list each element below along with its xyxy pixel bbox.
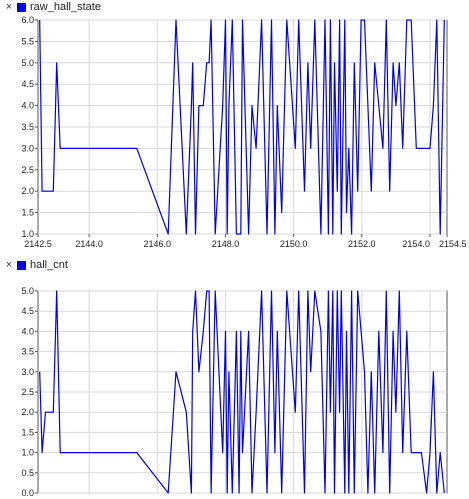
x-tick-label: 2142.5 (24, 239, 52, 249)
y-tick-label: 5.0 (21, 286, 34, 296)
y-tick-label: 3.0 (21, 367, 34, 377)
y-tick-label: 5.5 (21, 36, 34, 46)
legend-hall-cnt: × hall_cnt (4, 258, 68, 272)
x-tick-label: 2148.0 (212, 239, 240, 249)
series-line (39, 19, 445, 235)
y-tick-label: 3.5 (21, 122, 34, 132)
y-tick-label: 1.5 (21, 208, 34, 218)
y-tick-label: 1.5 (21, 427, 34, 437)
x-tick-label: 2154.0 (402, 239, 430, 249)
x-tick-label: 2152.0 (348, 239, 376, 249)
y-tick-label: 2.5 (21, 165, 34, 175)
close-icon[interactable]: × (5, 1, 13, 13)
x-tick-label: 2146.0 (144, 239, 172, 249)
y-tick-label: 1.0 (21, 229, 34, 239)
raw-hall-state-chart: 1.0 1.5 2.0 2.5 3.0 3.5 4.0 4.5 5.0 5.5 6.0 2142.5 2… (21, 15, 467, 249)
y-tick-label: 4.0 (21, 326, 34, 336)
legend-raw-hall-state: × raw_hall_state (4, 0, 101, 14)
y-tick-label: 6.0 (21, 15, 34, 25)
series-line (39, 290, 445, 494)
y-tick-label: 2.5 (21, 387, 34, 397)
y-tick-label: 3.0 (21, 143, 34, 153)
legend-label: raw_hall_state (30, 1, 101, 13)
y-tick-label: 4.5 (21, 306, 34, 316)
y-tick-label: 0.0 (21, 488, 34, 498)
y-tick-label: 4.5 (21, 79, 34, 89)
y-tick-label: 0.5 (21, 468, 34, 478)
series-color-swatch (17, 260, 26, 270)
x-tick-label: 2150.0 (280, 239, 308, 249)
legend-label: hall_cnt (30, 259, 68, 271)
y-tick-label: 1.0 (21, 448, 34, 458)
y-tick-label: 5.0 (21, 58, 34, 68)
y-tick-label: 2.0 (21, 407, 34, 417)
y-tick-label: 2.0 (21, 186, 34, 196)
y-tick-label: 3.5 (21, 347, 34, 357)
x-tick-label: 2154.5 (439, 239, 467, 249)
y-tick-label: 4.0 (21, 101, 34, 111)
series-color-swatch (17, 2, 26, 12)
close-icon[interactable]: × (5, 259, 13, 271)
x-tick-label: 2144.0 (75, 239, 103, 249)
